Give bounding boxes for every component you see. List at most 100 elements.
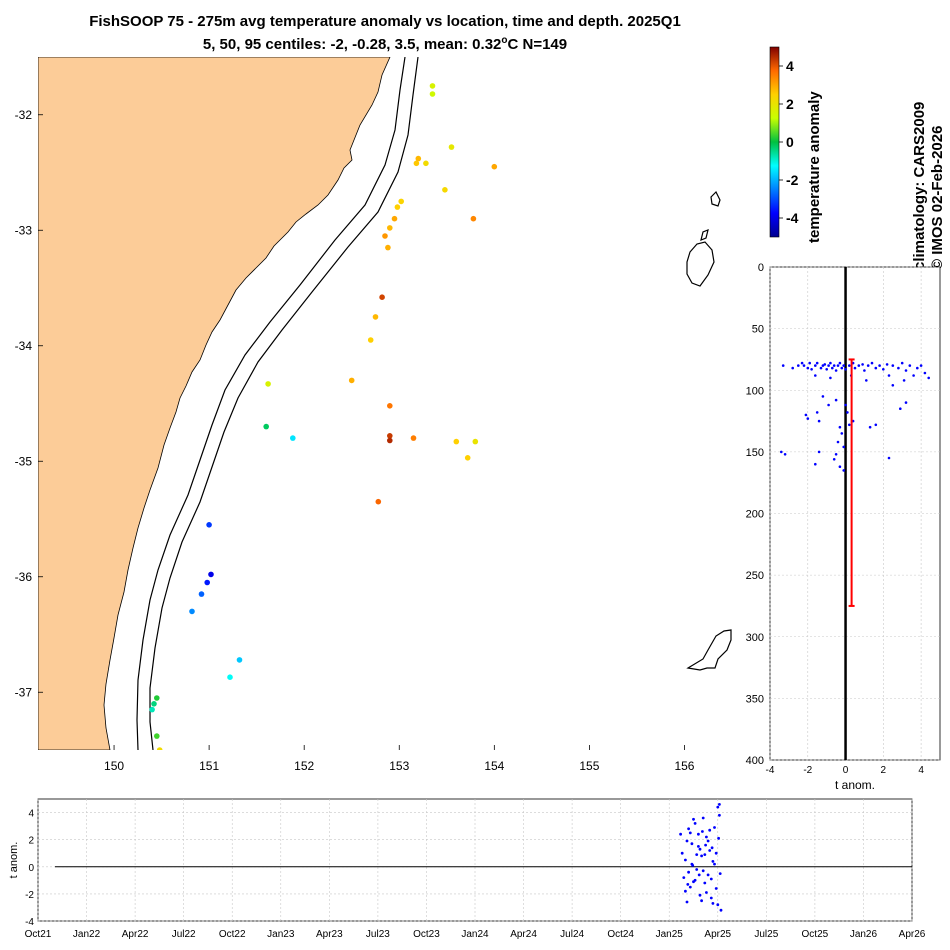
colorbar-tick-label: 2 bbox=[786, 96, 794, 112]
map-point bbox=[699, 761, 705, 767]
depth-ytick-label: 300 bbox=[746, 632, 764, 644]
map-point bbox=[263, 423, 270, 430]
map-point bbox=[208, 571, 214, 578]
map-point bbox=[391, 215, 398, 222]
ts-xtick-label: Oct21 bbox=[25, 929, 52, 940]
map-point bbox=[168, 765, 174, 771]
map-point bbox=[151, 701, 157, 707]
depth-point bbox=[848, 364, 851, 367]
ts-xtick-label: Apr23 bbox=[316, 929, 343, 940]
ts-point bbox=[716, 805, 720, 809]
ts-point bbox=[695, 853, 699, 856]
map-point bbox=[227, 788, 233, 794]
depth-point bbox=[874, 366, 878, 370]
colorbar-tick-label: 4 bbox=[786, 58, 794, 74]
map-point bbox=[448, 144, 455, 150]
depth-point bbox=[804, 413, 808, 417]
ts-point bbox=[700, 899, 703, 903]
ts-xtick-label: Jan22 bbox=[73, 929, 101, 940]
ts-point bbox=[713, 826, 716, 829]
map-point bbox=[130, 788, 136, 794]
map-point bbox=[149, 706, 155, 713]
depth-point bbox=[853, 366, 857, 370]
depth-point bbox=[825, 368, 828, 371]
ts-point bbox=[709, 896, 713, 900]
map-xtick-label: 156 bbox=[674, 759, 694, 773]
timeseries-ylabel: t anom. bbox=[8, 842, 20, 879]
ts-point bbox=[708, 849, 712, 852]
depth-panel: -4 -2 0 2 4 0 50 100 150 200 250 300 350 400 t anom. bbox=[746, 262, 941, 792]
map-xtick-label: 152 bbox=[294, 759, 314, 773]
map-point bbox=[157, 770, 163, 776]
map-point bbox=[173, 793, 179, 799]
depth-point bbox=[834, 398, 838, 402]
depth-point bbox=[817, 419, 821, 423]
depth-ytick-label: 150 bbox=[746, 447, 764, 459]
depth-xtick-label: 0 bbox=[843, 765, 849, 776]
map-point bbox=[216, 784, 222, 790]
ts-point bbox=[703, 881, 707, 885]
ts-ytick-label: 2 bbox=[28, 836, 34, 847]
map-point bbox=[442, 187, 448, 193]
map-ytick-label: -34 bbox=[15, 339, 33, 353]
depth-ytick-label: 0 bbox=[758, 262, 764, 274]
ts-xtick-label: Oct22 bbox=[219, 929, 246, 940]
depth-point bbox=[887, 456, 891, 460]
map-point bbox=[410, 435, 417, 441]
map-point bbox=[387, 437, 393, 444]
map-point bbox=[159, 759, 165, 765]
depth-point bbox=[800, 361, 804, 365]
ts-point bbox=[698, 893, 702, 897]
ts-point bbox=[684, 858, 687, 862]
middleton-reef bbox=[686, 241, 715, 287]
ts-point bbox=[700, 854, 703, 858]
colorbar-tick-label: -4 bbox=[786, 210, 799, 226]
depth-point bbox=[848, 423, 851, 427]
ts-xtick-label: Apr24 bbox=[510, 929, 537, 940]
depth-point bbox=[842, 469, 845, 472]
ts-xtick-label: Jan26 bbox=[850, 929, 878, 940]
ts-point bbox=[686, 883, 690, 886]
ts-point bbox=[701, 869, 705, 873]
ts-xtick-label: Jan24 bbox=[461, 929, 489, 940]
map-point bbox=[379, 294, 385, 301]
depth-point bbox=[861, 363, 864, 366]
depth-xtick-label: 4 bbox=[918, 765, 924, 776]
depth-ytick-label: 250 bbox=[746, 570, 764, 582]
map-point bbox=[236, 657, 243, 663]
depth-point bbox=[897, 366, 900, 370]
ts-point bbox=[711, 902, 715, 905]
depth-point bbox=[834, 453, 838, 456]
depth-point bbox=[878, 364, 881, 367]
depth-point bbox=[904, 369, 908, 372]
ts-point bbox=[682, 876, 686, 879]
depth-point bbox=[810, 368, 813, 371]
depth-point bbox=[808, 361, 811, 365]
map-point bbox=[415, 155, 422, 162]
depth-point bbox=[912, 374, 915, 377]
depth-point bbox=[844, 403, 847, 407]
ts-point bbox=[718, 803, 721, 806]
map-xtick-label: 155 bbox=[579, 759, 599, 773]
ts-xtick-label: Jan25 bbox=[656, 929, 684, 940]
ts-point bbox=[697, 873, 701, 877]
depth-point bbox=[865, 379, 868, 382]
depth-point bbox=[781, 364, 785, 367]
map-point bbox=[154, 733, 160, 739]
map-point bbox=[470, 215, 477, 222]
ts-point bbox=[687, 827, 690, 831]
depth-point bbox=[842, 445, 845, 449]
ts-point bbox=[709, 877, 713, 881]
ts-point bbox=[713, 862, 716, 866]
map-point bbox=[387, 433, 393, 439]
map-point bbox=[154, 695, 160, 701]
degree-sign: o bbox=[501, 35, 508, 46]
map-point bbox=[705, 762, 711, 768]
depth-point bbox=[904, 401, 908, 404]
depth-point bbox=[887, 374, 891, 377]
ts-point bbox=[711, 860, 715, 863]
ts-point bbox=[684, 889, 687, 893]
ts-xtick-label: Apr26 bbox=[899, 929, 926, 940]
depth-point bbox=[821, 395, 825, 398]
map-point bbox=[235, 776, 241, 782]
